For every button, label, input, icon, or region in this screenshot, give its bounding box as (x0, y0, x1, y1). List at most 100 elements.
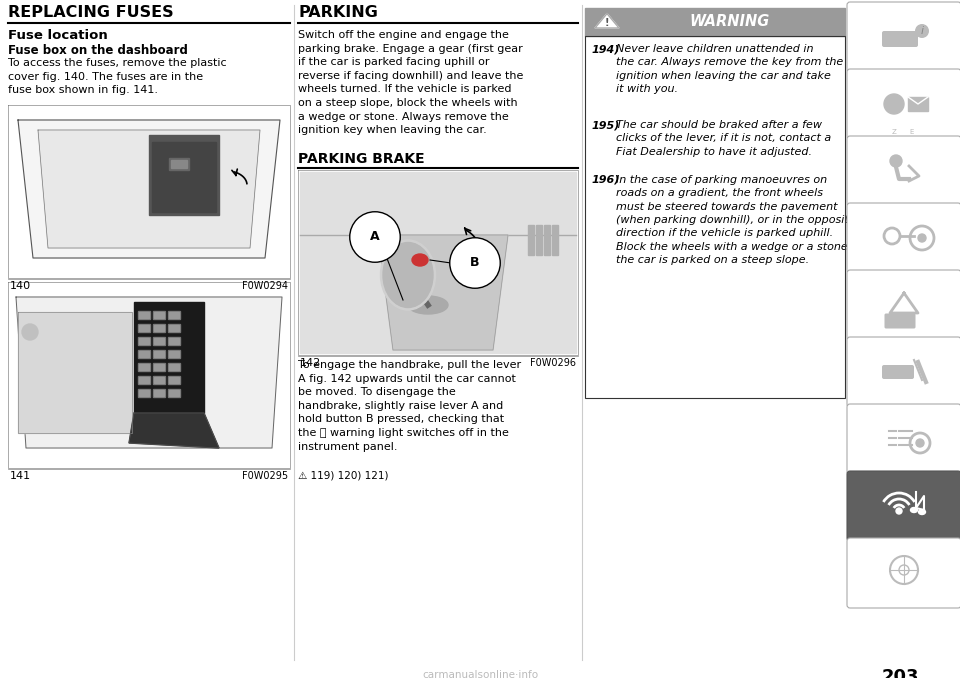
Polygon shape (18, 120, 280, 258)
Bar (169, 351, 179, 357)
Bar (153, 337, 165, 345)
Bar (154, 364, 164, 370)
Text: carmanualsonline·info: carmanualsonline·info (422, 670, 538, 678)
Text: 140: 140 (10, 281, 31, 291)
Circle shape (918, 234, 926, 242)
Bar (139, 351, 149, 357)
FancyBboxPatch shape (847, 2, 960, 72)
Circle shape (22, 324, 38, 340)
Bar (169, 325, 179, 331)
FancyBboxPatch shape (847, 69, 960, 139)
Bar (139, 377, 149, 383)
Bar (154, 325, 164, 331)
FancyBboxPatch shape (884, 313, 916, 329)
Circle shape (890, 155, 902, 167)
Text: Fuse box on the dashboard: Fuse box on the dashboard (8, 44, 188, 57)
Bar (169, 338, 179, 344)
Bar (154, 377, 164, 383)
Bar (138, 376, 150, 384)
Polygon shape (18, 312, 132, 433)
Bar (168, 350, 180, 358)
Bar (153, 311, 165, 319)
Bar (168, 363, 180, 371)
Text: 141: 141 (10, 471, 31, 481)
Circle shape (916, 439, 924, 447)
Polygon shape (595, 14, 619, 28)
Circle shape (884, 94, 904, 114)
Polygon shape (38, 130, 260, 248)
Bar (138, 311, 150, 319)
Text: 195): 195) (592, 120, 620, 130)
Bar (298, 170, 578, 355)
Bar (154, 338, 164, 344)
Bar (153, 363, 165, 371)
Bar (8, 105, 290, 278)
Text: The car should be braked after a few
clicks of the lever, if it is not, contact : The car should be braked after a few cli… (616, 120, 831, 157)
Text: To access the fuses, remove the plastic
cover fig. 140. The fuses are in the
fus: To access the fuses, remove the plastic … (8, 58, 227, 95)
Text: !: ! (605, 18, 610, 28)
Circle shape (896, 508, 902, 514)
FancyBboxPatch shape (847, 337, 960, 407)
Text: Switch off the engine and engage the
parking brake. Engage a gear (first gear
if: Switch off the engine and engage the par… (298, 30, 523, 135)
Text: A: A (371, 231, 380, 243)
Bar (169, 364, 179, 370)
FancyBboxPatch shape (847, 471, 960, 541)
Bar (149, 135, 219, 215)
Text: 194): 194) (592, 44, 620, 54)
Bar (139, 325, 149, 331)
Text: Never leave children unattended in
the car. Always remove the key from the
ignit: Never leave children unattended in the c… (616, 44, 843, 94)
Text: E: E (909, 129, 913, 135)
Bar (168, 311, 180, 319)
Text: 196): 196) (592, 175, 620, 185)
Bar (138, 337, 150, 345)
Bar (168, 389, 180, 397)
FancyBboxPatch shape (847, 136, 960, 206)
Bar (134, 302, 204, 413)
Bar (300, 172, 576, 353)
Text: B: B (470, 256, 480, 269)
Text: REPLACING FUSES: REPLACING FUSES (8, 5, 174, 20)
Text: ⚠ 119) 120) 121): ⚠ 119) 120) 121) (298, 470, 389, 480)
Bar (138, 350, 150, 358)
Text: i: i (921, 26, 924, 36)
Bar (138, 389, 150, 397)
Bar (552, 225, 558, 255)
Bar (154, 351, 164, 357)
FancyBboxPatch shape (882, 31, 918, 47)
Bar (154, 312, 164, 318)
Ellipse shape (919, 509, 925, 515)
Bar (139, 364, 149, 370)
Ellipse shape (910, 508, 918, 513)
Bar (585, 36, 845, 398)
Ellipse shape (408, 296, 448, 314)
Bar (171, 160, 187, 168)
Bar (139, 338, 149, 344)
Text: F0W0296: F0W0296 (530, 358, 576, 368)
Bar (153, 350, 165, 358)
Ellipse shape (383, 243, 433, 308)
Text: Z: Z (892, 129, 897, 135)
Bar (139, 390, 149, 396)
Bar (138, 363, 150, 371)
Bar (168, 337, 180, 345)
Bar (585, 8, 845, 36)
Bar (908, 97, 928, 111)
Polygon shape (129, 413, 219, 448)
Bar (528, 225, 534, 255)
Bar (169, 377, 179, 383)
Bar (169, 312, 179, 318)
Polygon shape (16, 297, 282, 448)
Bar (153, 376, 165, 384)
Text: PARKING BRAKE: PARKING BRAKE (298, 152, 424, 166)
FancyBboxPatch shape (847, 203, 960, 273)
Bar (139, 312, 149, 318)
Bar (153, 324, 165, 332)
Bar (168, 376, 180, 384)
Bar (168, 324, 180, 332)
FancyBboxPatch shape (847, 270, 960, 340)
Bar (153, 389, 165, 397)
Bar (169, 390, 179, 396)
FancyBboxPatch shape (882, 365, 914, 379)
Bar (169, 158, 189, 170)
Bar (8, 282, 290, 468)
